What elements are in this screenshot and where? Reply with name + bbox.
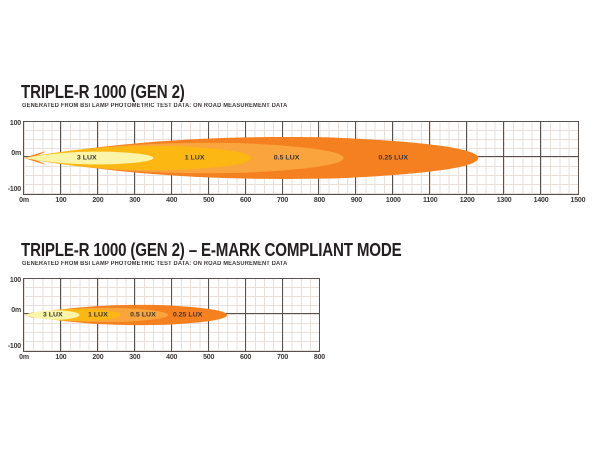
chart-title-main: TRIPLE-R 1000 (GEN 2) xyxy=(21,82,185,102)
x-tick-label: 300 xyxy=(129,197,141,204)
y-tick-label: 0m xyxy=(11,307,21,314)
x-tick-label: 200 xyxy=(92,197,104,204)
x-tick-label: 600 xyxy=(240,197,252,204)
x-tick-label: 200 xyxy=(92,354,104,361)
lux-label: 0.25 LUX xyxy=(379,155,409,162)
x-tick-label: 1000 xyxy=(385,197,401,204)
gridline-major-vertical xyxy=(540,122,542,194)
y-tick-label: -100 xyxy=(7,343,21,350)
chart-subtitle-emark: GENERATED FROM BSI LAMP PHOTOMETRIC TEST… xyxy=(22,261,288,267)
x-tick-label: 900 xyxy=(350,197,362,204)
lux-label: 3 LUX xyxy=(43,312,63,319)
beam-region-3-lux xyxy=(24,151,154,165)
x-tick-label: 100 xyxy=(55,197,67,204)
x-tick-label: 500 xyxy=(203,354,215,361)
x-tick-label: 1100 xyxy=(423,197,438,204)
x-tick-label: 700 xyxy=(276,197,289,204)
x-tick-label: 400 xyxy=(166,197,178,204)
x-tick-label: 800 xyxy=(313,354,325,361)
chart-title-emark: TRIPLE-R 1000 (GEN 2) – E-MARK COMPLIANT… xyxy=(21,240,402,260)
lux-label: 0.5 LUX xyxy=(130,312,156,319)
beam-svg: 0.25 LUX 0.5 LUX 1 LUX 3 LUX xyxy=(24,137,479,179)
beam-region-3-lux xyxy=(24,310,80,320)
x-tick-label: 0m xyxy=(19,354,29,361)
x-tick-label: 600 xyxy=(240,354,252,361)
x-tick-label: 1200 xyxy=(459,197,475,204)
x-tick-label: 400 xyxy=(166,354,178,361)
beam-plot-emark: 0.25 LUX 0.5 LUX 1 LUX 3 LUX 100 0m -100 0m 100 2… xyxy=(8,277,325,361)
chart-subtitle-main: GENERATED FROM BSI LAMP PHOTOMETRIC TEST… xyxy=(22,103,288,109)
x-tick-label: 300 xyxy=(129,354,141,361)
lux-label: 1 LUX xyxy=(185,155,205,162)
x-tick-label: 1400 xyxy=(533,197,549,204)
y-tick-label: 0m xyxy=(11,150,21,157)
x-tick-label: 800 xyxy=(313,197,325,204)
x-tick-label: 500 xyxy=(203,197,215,204)
x-tick-label: 1300 xyxy=(496,197,512,204)
y-tick-label: 100 xyxy=(9,277,21,284)
x-tick-label: 1500 xyxy=(570,197,586,204)
gridline-major-vertical xyxy=(244,279,246,351)
lux-label: 3 LUX xyxy=(77,155,97,162)
y-tick-label: 100 xyxy=(9,120,21,127)
beam-svg: 0.25 LUX 0.5 LUX 1 LUX 3 LUX xyxy=(24,304,228,326)
y-tick-label: -100 xyxy=(7,186,21,193)
lux-label: 0.5 LUX xyxy=(274,155,300,162)
gridline-major-vertical xyxy=(281,279,283,351)
x-tick-label: 700 xyxy=(276,354,289,361)
beam-plot-main: 0.25 LUX 0.5 LUX 1 LUX 3 LUX 100 0m -100 0m 100 2… xyxy=(8,120,586,204)
gridline-major-vertical xyxy=(503,122,505,194)
lux-label: 0.25 LUX xyxy=(173,312,203,319)
x-tick-label: 0m xyxy=(19,197,29,204)
lux-label: 1 LUX xyxy=(88,312,108,319)
x-tick-label: 100 xyxy=(55,354,67,361)
